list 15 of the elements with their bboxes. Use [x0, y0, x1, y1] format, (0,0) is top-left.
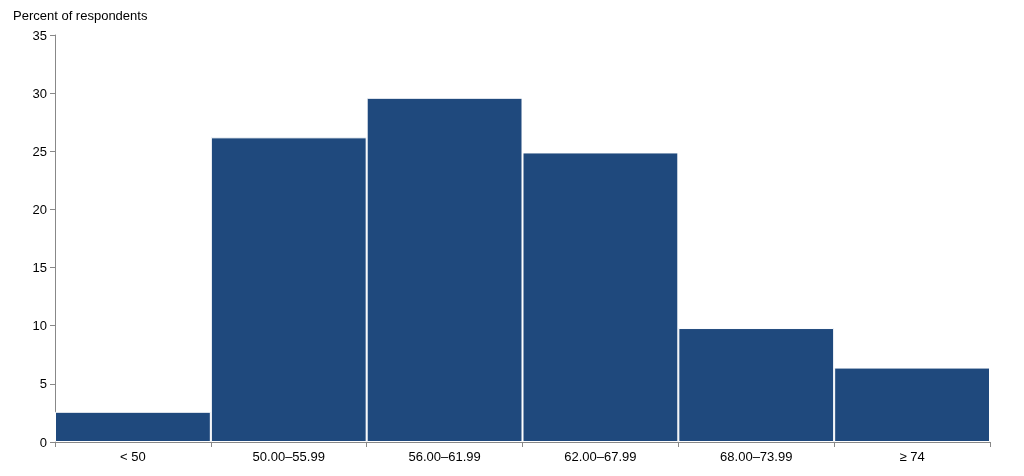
- x-tick-label: ≥ 74: [899, 449, 925, 464]
- y-axis-title: Percent of respondents: [13, 8, 148, 23]
- y-tick-label: 25: [32, 143, 47, 159]
- y-tick-label: 20: [32, 201, 47, 217]
- y-tick-label: 5: [39, 376, 47, 392]
- y-tick-label: 10: [32, 318, 47, 334]
- x-tick-label: 56.00–61.99: [408, 449, 481, 464]
- y-tick-label: 35: [32, 27, 47, 43]
- x-tick-label: 62.00–67.99: [564, 449, 637, 464]
- y-tick-label: 0: [39, 434, 47, 450]
- y-tick-label: 30: [32, 85, 47, 101]
- y-tick-label: 15: [32, 260, 47, 276]
- x-tick-label: 50.00–55.99: [252, 449, 325, 464]
- x-tick-label: < 50: [120, 449, 146, 464]
- x-tick-label: 68.00–73.99: [720, 449, 793, 464]
